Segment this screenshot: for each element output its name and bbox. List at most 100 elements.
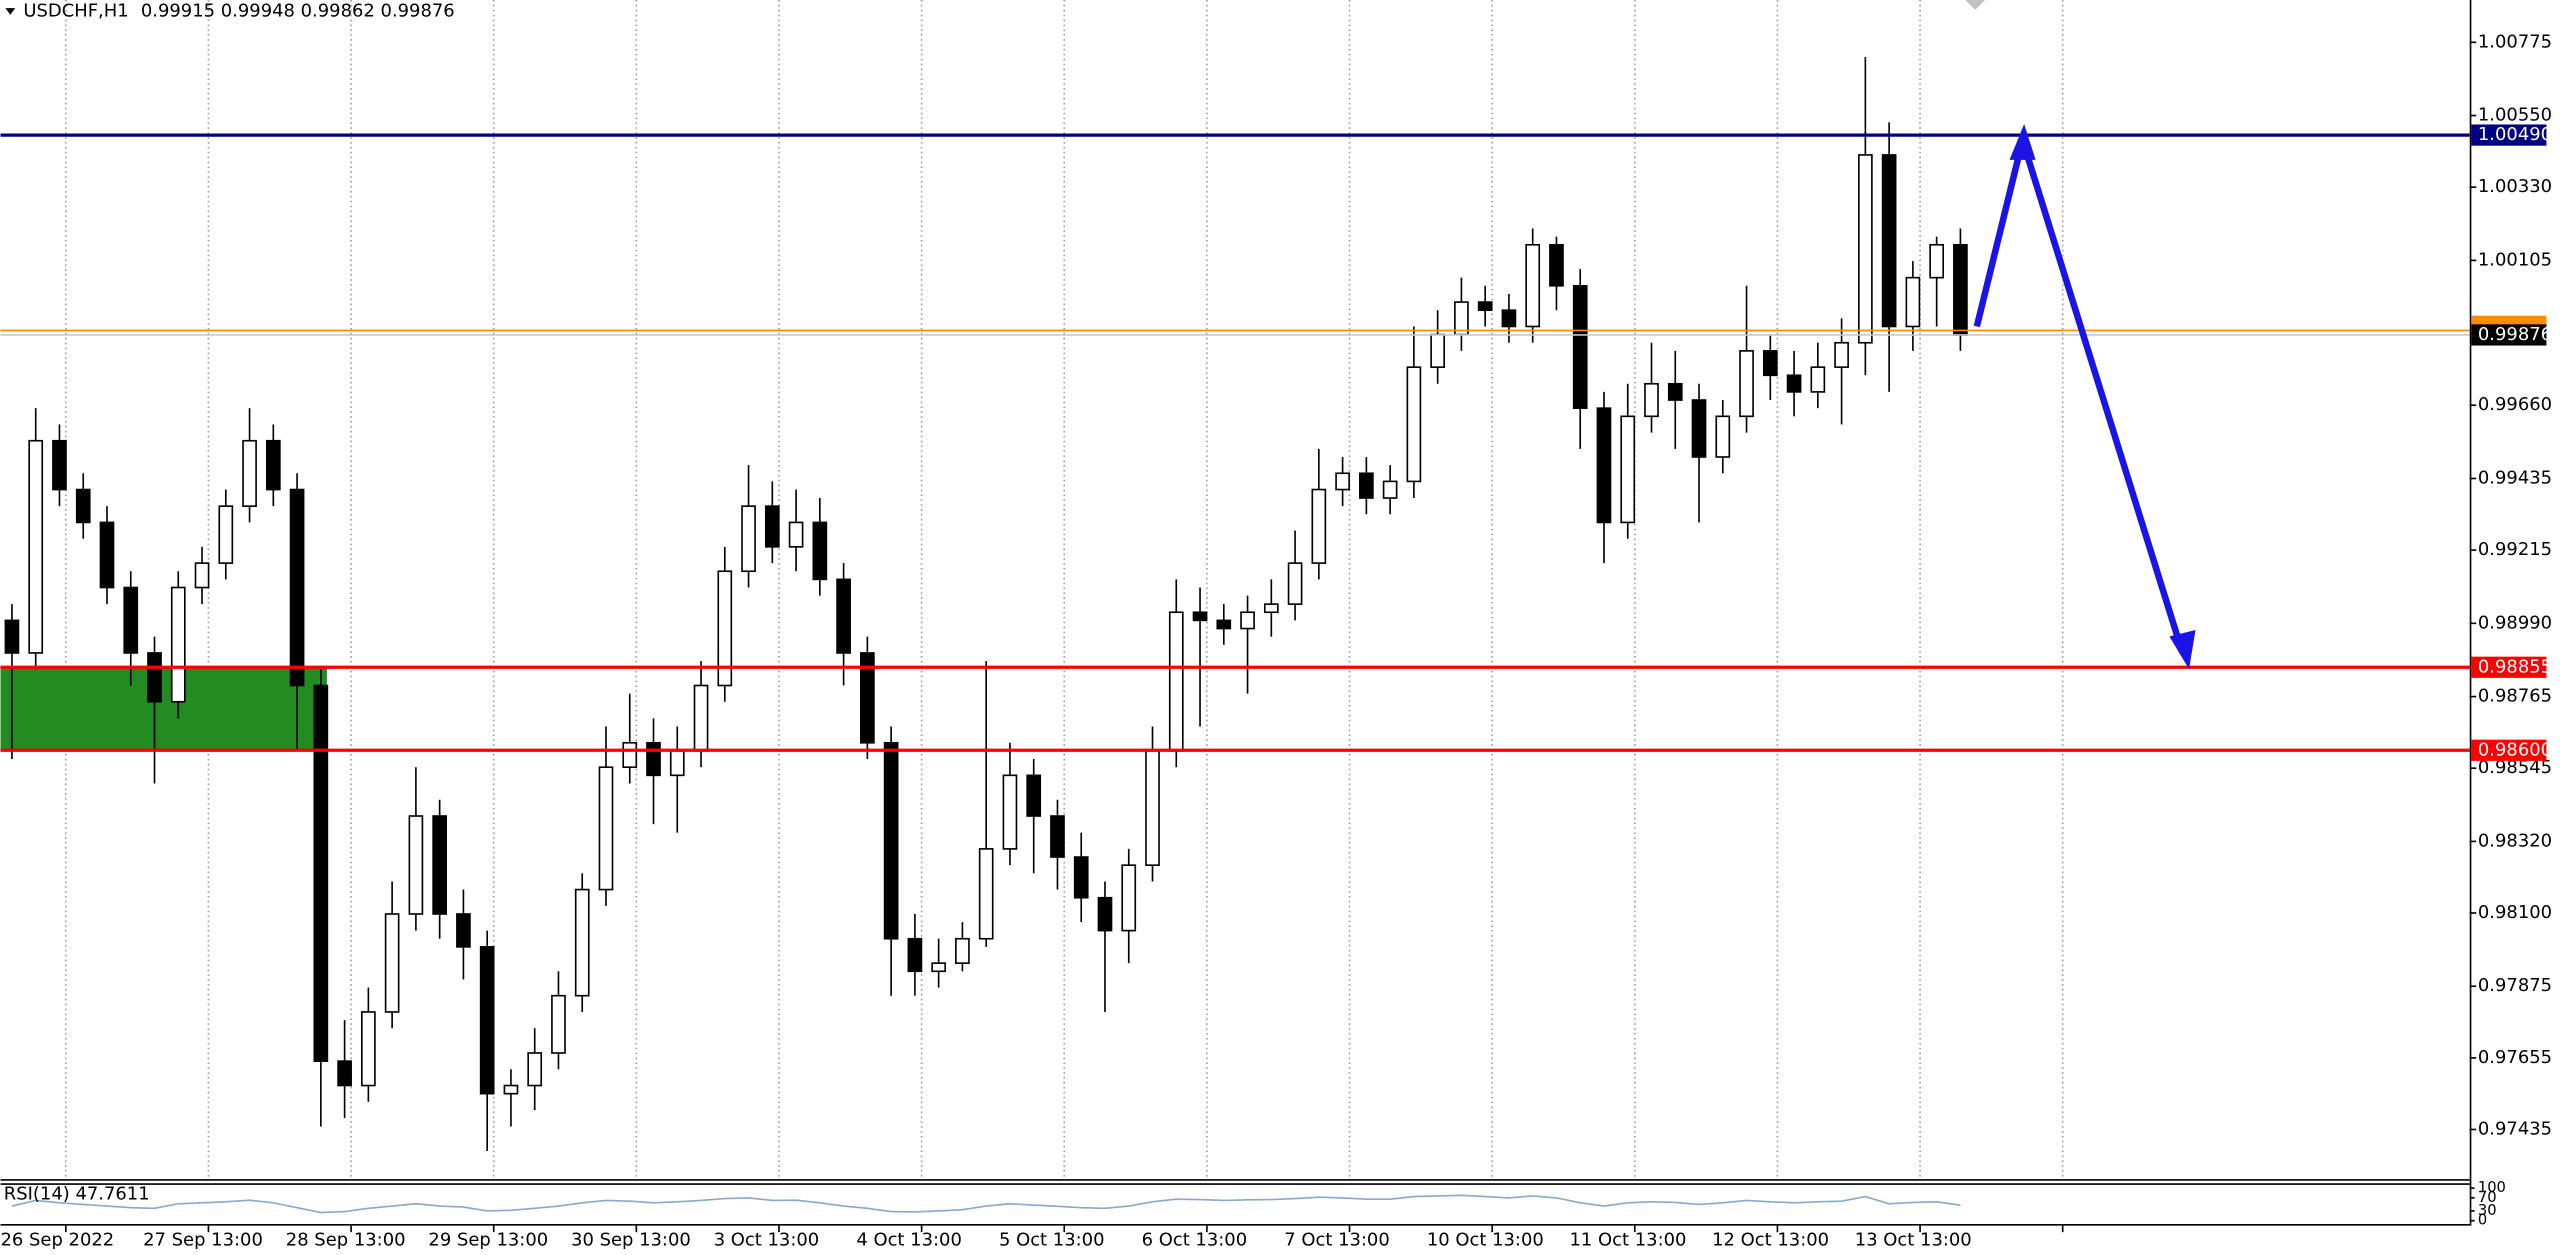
candle-body [1121,864,1137,932]
x-tick-label: 4 Oct 13:00 [856,1229,962,1250]
candle-body [551,994,566,1054]
candle-body [836,578,851,654]
candle-body [1430,333,1445,368]
candle-body [1881,154,1897,328]
candle-body [456,913,471,948]
candle-body [1786,374,1802,393]
candle-body [1739,350,1754,418]
level-label: 0.98600 [2478,739,2552,760]
candle-body [4,619,20,654]
candle-body [1549,243,1564,287]
candle-body [1762,350,1778,377]
ohlc-close: 0.99876 [381,0,455,21]
candle-body [337,1060,352,1087]
rsi-tick-label: 30 [2478,1202,2497,1219]
candle-body [1715,415,1731,458]
candle-body [289,488,305,687]
x-tick-label: 7 Oct 13:00 [1284,1229,1390,1250]
candle-body [408,815,424,915]
y-tick-label: 0.98545 [2478,757,2552,778]
level-label-box [2471,124,2547,146]
candle-body [1168,611,1184,752]
candle-body [313,684,329,1062]
candle-body [242,439,257,507]
candle-body [1953,243,1968,336]
candle-body [170,586,186,703]
candle-body [384,913,400,1013]
y-tick-label: 1.00105 [2478,249,2552,270]
candle-body [1002,774,1018,850]
candle-body [1905,276,1921,328]
candle-body [764,505,780,548]
candle-body [1691,399,1707,458]
y-tick-label: 1.00550 [2478,105,2552,126]
candle-body [669,750,685,777]
candle-body [812,521,828,581]
rsi-value: 47.7611 [75,1184,149,1205]
rsi-line [11,1194,1961,1214]
candle-body [1858,154,1873,344]
candle-body [646,741,661,777]
candle-body [574,888,590,997]
ohlc-high: 0.99948 [221,0,295,21]
candle-body [788,521,804,548]
candle-body [1073,856,1089,899]
candle-body [527,1052,543,1087]
x-tick-label: 10 Oct 13:00 [1427,1229,1544,1250]
candle-body [622,741,638,769]
candle-body [1667,382,1683,401]
candle-body [931,962,946,973]
candle-body [955,937,970,964]
candle-body [1311,488,1327,564]
candle-body [218,505,234,564]
candle-body [1263,603,1279,614]
y-tick-label: 0.98990 [2478,612,2552,633]
candle-body [1834,341,1849,368]
level-label: 0.98855 [2478,656,2552,677]
x-tick-label: 12 Oct 13:00 [1712,1229,1829,1250]
rsi-name: RSI(14) [4,1184,70,1205]
arrow-head [2009,124,2036,160]
candle-body [75,488,91,524]
level-label-box [2471,324,2547,346]
header-toggle[interactable] [5,8,16,15]
zone-layer [0,667,327,751]
candle-body [1810,366,1826,393]
y-tick-label: 0.97435 [2478,1118,2552,1139]
axis-layer: 1.00775 1.00550 1.00330 1.00105 0.99660 0.994… [1,31,2553,1250]
candle-body [1287,562,1303,605]
y-tick-label: 0.98100 [2478,902,2552,923]
y-tick-label: 1.00330 [2478,176,2552,197]
candle-body [1501,309,1517,328]
symbol: USDCHF,H1 [23,0,128,21]
level-label: 0.99876 [2478,324,2552,345]
candle-body [860,652,875,744]
candle-body [1406,366,1422,483]
y-tick-label: 0.99660 [2478,394,2552,415]
rsi-tick-label: 0 [2478,1212,2487,1229]
x-tick-label: 3 Oct 13:00 [714,1229,820,1250]
y-tick-label: 0.99435 [2478,467,2552,488]
rsi-tick-label: 100 [2478,1179,2506,1196]
candle-body [479,946,495,1095]
candle-body [1382,480,1398,499]
x-tick-label: 30 Sep 13:00 [571,1229,691,1250]
candle-body [123,586,139,654]
y-tick-label: 0.98320 [2478,830,2552,851]
candle-body [1216,619,1232,630]
candle-body [361,1011,376,1087]
y-tick-label: 0.97875 [2478,975,2552,996]
grid-layer [64,0,2064,1179]
ohlc-low: 0.99862 [301,0,375,21]
x-tick-label: 29 Sep 13:00 [428,1229,548,1250]
rsi-tick-label: 70 [2478,1189,2497,1206]
candle-body [1026,774,1042,817]
candle-body [1477,301,1493,312]
candle-body [1644,382,1659,418]
x-tick-label: 11 Oct 13:00 [1570,1229,1687,1250]
candle-body [52,439,67,491]
candle-body [717,570,733,687]
